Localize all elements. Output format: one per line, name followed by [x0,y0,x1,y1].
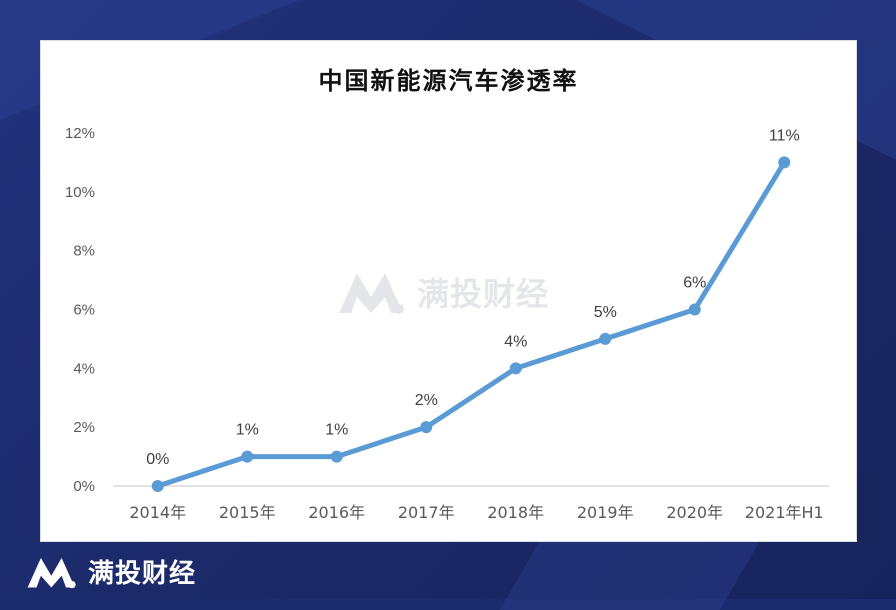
data-label: 6% [683,275,706,292]
data-label: 4% [504,333,527,350]
data-point [599,332,612,345]
y-tick-label: 12% [65,125,95,142]
y-tick-label: 8% [73,243,95,260]
data-label: 2% [415,392,438,409]
watermark-text: 满投财经 [417,275,550,313]
data-point [778,156,791,169]
x-tick-label: 2017年 [398,503,455,522]
x-tick-label: 2018年 [487,503,544,522]
x-tick-label: 2014年 [129,503,186,522]
data-point [420,421,433,434]
x-tick-label: 2019年 [577,503,634,522]
y-tick-label: 0% [73,478,95,495]
footer-brand: 满投财经 [24,553,196,590]
chart-card: 中国新能源汽车渗透率 满投财经 0% 2% 4% 6% 8% 10% 12% 2014年 20… [40,40,857,542]
data-label: 11% [769,127,800,144]
x-tick-label: 2015年 [219,503,276,522]
data-label: 1% [236,422,259,439]
watermark: 满投财经 [337,269,549,315]
y-tick-label: 2% [73,419,95,436]
series-line [156,161,787,489]
x-tick-label: 2016年 [308,503,365,522]
data-point [330,450,343,463]
data-point [688,303,701,316]
brand-logo-icon [339,273,404,314]
line-chart: 0% 2% 4% 6% 8% 10% 12% 2014年 2015年 2016年 2017年 201… [65,125,829,522]
x-tick-label: 2021年H1 [745,503,824,522]
brand-logo-icon [27,557,76,588]
y-tick-label: 6% [73,302,95,319]
background-shape [499,540,761,610]
data-point [241,450,254,463]
x-tick-label: 2020年 [666,503,723,522]
chart-title: 中国新能源汽车渗透率 [318,66,579,95]
data-point [151,480,164,492]
y-tick-label: 10% [65,184,95,201]
data-label: 1% [325,422,348,439]
data-point [509,362,522,375]
data-label: 0% [146,451,169,468]
brand-name: 满投财经 [88,559,197,589]
data-label: 5% [594,304,617,321]
y-tick-label: 4% [73,360,95,377]
